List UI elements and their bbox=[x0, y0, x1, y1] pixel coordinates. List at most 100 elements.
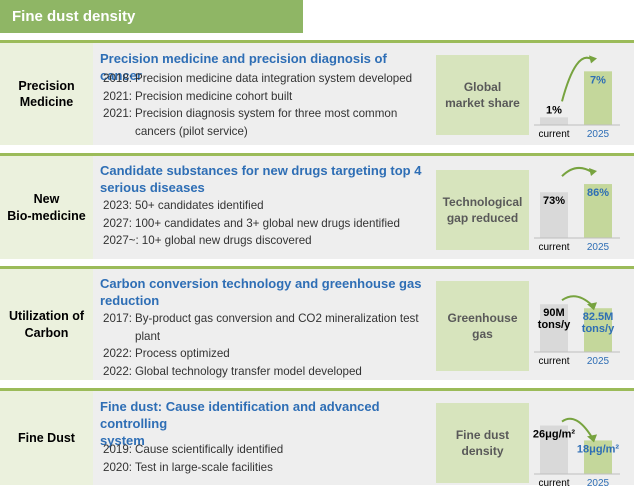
milestone-year: 2022: bbox=[103, 347, 133, 360]
bar-current-value-label: 1% bbox=[546, 104, 562, 116]
metric-label-line: Greenhouse bbox=[447, 310, 518, 325]
milestone-item: 2020: Test in large-scale facilities bbox=[103, 459, 425, 477]
metric-label-line: gas bbox=[472, 327, 493, 341]
metric-label-box: Greenhouse gas bbox=[436, 281, 529, 371]
bar-target bbox=[584, 184, 612, 238]
metric-label-line: density bbox=[461, 444, 504, 458]
bar-target bbox=[584, 308, 612, 352]
milestone-text: Test in large-scale facilities bbox=[135, 460, 273, 474]
metric-label-line: Fine dust bbox=[455, 427, 510, 442]
milestone-year: 2020: bbox=[103, 460, 133, 474]
milestone-list: 2023: 50+ candidates identified 2027: 100+ … bbox=[103, 197, 425, 250]
bar-current bbox=[540, 192, 568, 238]
milestone-year: 2027~: bbox=[103, 234, 139, 247]
category-label: 2025 bbox=[587, 478, 610, 489]
bar-target bbox=[584, 71, 612, 125]
bar-current bbox=[540, 425, 568, 474]
milestone-text: Cause scientifically identified bbox=[135, 443, 284, 456]
row-title: Candidate substances for new drugs targe… bbox=[100, 162, 425, 196]
row-title: Precision medicine and precision diagnos… bbox=[100, 50, 425, 84]
category-label: current bbox=[538, 242, 569, 253]
bar-current bbox=[540, 304, 568, 352]
row-label: Precision Medicine bbox=[0, 43, 93, 145]
milestone-item: 2027~: 10+ global new drugs discovered bbox=[103, 232, 425, 250]
category-label: 2025 bbox=[587, 242, 610, 253]
milestone-item: 2021: Precision medicine cohort built bbox=[103, 88, 425, 106]
category-label: 2025 bbox=[587, 129, 610, 140]
trend-arrow-head bbox=[587, 302, 597, 311]
milestone-year: 2022: bbox=[103, 364, 133, 378]
milestone-item: 2018: Precision medicine data integration… bbox=[103, 70, 425, 88]
milestone-text: 100+ candidates and 3+ global new drugs … bbox=[135, 216, 400, 230]
milestone-item: 2023: 50+ candidates identified bbox=[103, 197, 425, 215]
bar-target-value-label: 86% bbox=[587, 187, 609, 199]
category-label: current bbox=[538, 129, 569, 140]
row-title-line: Fine dust: Cause identification and adva… bbox=[100, 399, 380, 432]
trend-arrow bbox=[561, 56, 593, 102]
page-title: Fine dust density bbox=[0, 0, 303, 33]
bar-target-value-label: 82.5M bbox=[583, 311, 614, 323]
category-label: 2025 bbox=[587, 356, 610, 367]
metric-label-box: Fine dust density bbox=[436, 403, 529, 483]
row-label: Utilization of Carbon bbox=[0, 269, 93, 380]
bar-current-value-label: tons/y bbox=[538, 319, 571, 331]
category-label: current bbox=[538, 356, 569, 367]
metric-label-line: market share bbox=[445, 96, 520, 110]
row-label-line: Medicine bbox=[19, 95, 74, 109]
milestone-item: 2027: 100+ candidates and 3+ global new d… bbox=[103, 215, 425, 233]
mini-bar-chart: 90M tons/y 82.5M tons/y current 2025 bbox=[534, 277, 624, 369]
row-title-line: system bbox=[100, 433, 145, 449]
bar-current-value-label: 26μg/m² bbox=[533, 429, 576, 441]
row-title: Fine dust: Cause identification and adva… bbox=[100, 398, 425, 449]
metric-label-box: Global market share bbox=[436, 55, 529, 135]
milestone-text: Precision medicine cohort built bbox=[135, 89, 293, 103]
project-row: Utilization of Carbon Carbon conversion te… bbox=[0, 266, 634, 380]
project-row: Precision Medicine Precision medicine and … bbox=[0, 40, 634, 145]
milestone-text: 50+ candidates identified bbox=[135, 199, 264, 212]
chart-svg: 73% 86% current 2025 bbox=[534, 166, 620, 253]
milestone-year: 2021: bbox=[103, 89, 133, 103]
mini-bar-chart: 73% 86% current 2025 bbox=[534, 163, 624, 255]
milestone-item: 2019: Cause scientifically identified bbox=[103, 441, 425, 459]
milestone-item: 2017: By-product gas conversion and CO2 m… bbox=[103, 310, 425, 345]
trend-arrow bbox=[561, 295, 593, 306]
metric-label-line: Technological bbox=[442, 194, 523, 209]
milestone-list: 2019: Cause scientifically identified 2020… bbox=[103, 441, 425, 476]
trend-arrow bbox=[561, 417, 593, 438]
milestone-item: 2022: Global technology transfer model de… bbox=[103, 363, 425, 381]
row-title-line: Precision medicine and precision diagnos… bbox=[100, 51, 387, 84]
milestone-text: Precision medicine data integration syst… bbox=[135, 72, 413, 85]
row-title-line: Carbon conversion technology and greenho… bbox=[100, 276, 422, 291]
row-label-line: Fine Dust bbox=[18, 430, 75, 445]
metric-label-line: Global bbox=[463, 79, 502, 94]
row-label: Fine Dust bbox=[0, 391, 93, 485]
trend-arrow-head bbox=[587, 434, 597, 443]
row-label-line: Carbon bbox=[24, 325, 69, 340]
trend-arrow-head bbox=[589, 168, 597, 177]
chart-svg: 1% 7% current 2025 bbox=[534, 55, 620, 140]
mini-bar-chart: 1% 7% current 2025 bbox=[534, 50, 624, 142]
trend-arrow-head bbox=[589, 55, 597, 64]
milestone-text: Process optimized bbox=[135, 347, 230, 360]
row-title-line: serious diseases bbox=[100, 180, 205, 196]
milestone-text: Global technology transfer model develop… bbox=[135, 364, 362, 378]
bar-target-value-label: tons/y bbox=[582, 323, 615, 335]
milestone-year: 2017: bbox=[103, 312, 133, 325]
category-label: current bbox=[538, 478, 569, 489]
row-label-line: New bbox=[33, 192, 60, 207]
milestone-year: 2021: bbox=[103, 107, 133, 120]
row-title: Carbon conversion technology and greenho… bbox=[100, 275, 425, 309]
milestone-year: 2019: bbox=[103, 443, 133, 456]
project-row: Fine Dust Fine dust: Cause identification… bbox=[0, 388, 634, 489]
bar-current-value-label: 73% bbox=[543, 195, 565, 207]
milestone-text: Precision diagnosis system for three mos… bbox=[135, 107, 398, 138]
bar-current bbox=[540, 117, 568, 125]
milestone-year: 2023: bbox=[103, 199, 133, 212]
milestone-item: 2021: Precision diagnosis system for thre… bbox=[103, 105, 425, 140]
row-label-line: Precision bbox=[18, 78, 75, 93]
milestone-text: 10+ global new drugs discovered bbox=[141, 234, 312, 247]
bar-target-value-label: 18μg/m² bbox=[577, 443, 620, 455]
trend-arrow bbox=[561, 166, 593, 177]
